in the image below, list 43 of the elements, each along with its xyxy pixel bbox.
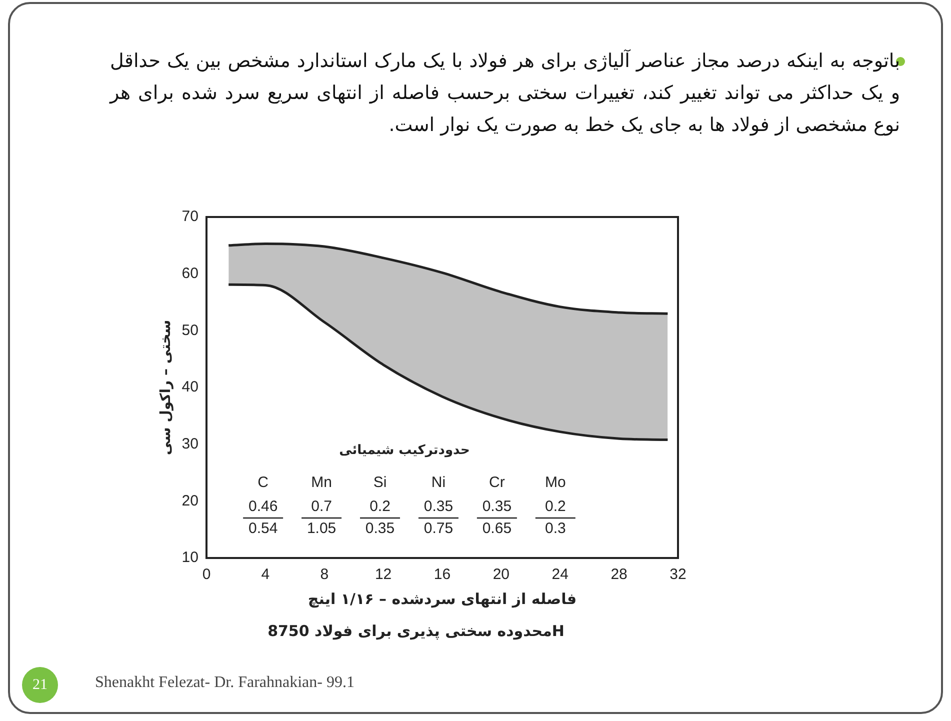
x-tick-label: 4 [261, 566, 270, 584]
line-series [227, 283, 669, 442]
annotation: 0.65 [482, 520, 512, 538]
x-tick-label: 12 [374, 566, 392, 584]
x-axis-title: فاصله از انتهای سردشده – ۱/۱۶ اینچ [308, 590, 577, 608]
x-tick-label: 16 [434, 566, 451, 584]
annotation: 0.3 [544, 520, 566, 538]
annotation: 0.35 [424, 498, 454, 516]
annotation: Cr [489, 474, 505, 492]
annotation: Mo [544, 474, 566, 492]
x-tick-label: 32 [670, 566, 686, 584]
annotation: 0.75 [424, 520, 454, 538]
y-tick-label: 40 [182, 378, 198, 396]
y-axis-title: سختی – راکول سی [158, 320, 174, 456]
x-tick-label: 0 [202, 566, 211, 584]
annotation: Ni [431, 474, 446, 492]
annotation: 0.35 [365, 520, 395, 538]
y-tick-label: 70 [182, 208, 198, 226]
y-tick-label: 60 [182, 264, 198, 282]
annotation: 0.46 [248, 498, 278, 516]
annotation: 0.54 [248, 520, 278, 538]
y-tick-label: 10 [182, 549, 198, 566]
annotation: 0.2 [370, 498, 390, 516]
y-tick-label: 50 [182, 322, 198, 339]
x-tick-label: 28 [610, 566, 628, 584]
x-tick-label: 20 [492, 566, 510, 584]
text: Shenakht Felezat- Dr. Farahnakian- 99.1 [95, 674, 354, 692]
y-tick-label: 20 [182, 492, 198, 510]
annotation: Si [373, 474, 387, 492]
annotation: 0.35 [482, 498, 512, 516]
annotation: 1.05 [306, 520, 336, 538]
x-tick-label: 24 [552, 566, 568, 584]
y-tick-label: 30 [182, 435, 198, 452]
annotation: حدودترکیب شیمیائی [339, 442, 470, 458]
annotation: 0.2 [544, 498, 566, 516]
annotation: Mn [311, 474, 332, 492]
line-series [227, 242, 669, 315]
text: 21 [22, 667, 58, 703]
annotation: 0.7 [311, 498, 332, 516]
text: محدوده سختی پذیری برای فولاد 8750H [268, 622, 564, 640]
annotation: C [258, 474, 269, 492]
x-tick-label: 8 [320, 566, 329, 584]
chart-subtitle: باتوجه به اینکه درصد مجاز عناصر آلیاژی برای هر فولاد با یک مارک استاندارد مشخص بین یک حداقل و یک حداکثر می تواند تغییر کند، تغییرات سختی برحسب فاصله از انتهای سریع سرد شده برای هر نوع مشخصی از فولاد ها به جای یک خط به صورت یک نوار است. [110, 48, 900, 138]
